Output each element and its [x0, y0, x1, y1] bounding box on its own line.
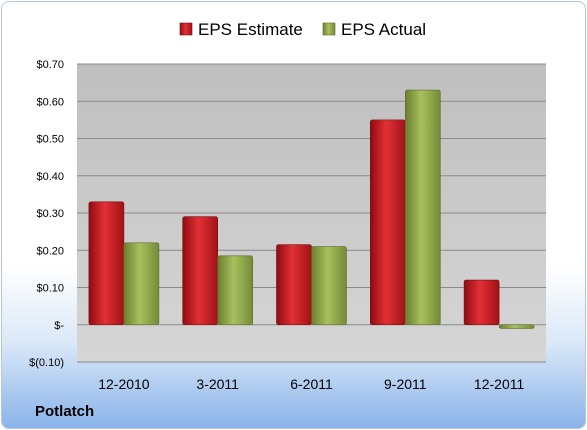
legend-label: EPS Actual	[341, 20, 426, 39]
estimate-bar	[88, 201, 125, 326]
y-tick-label: $(0.10)	[29, 357, 64, 369]
legend-label: EPS Estimate	[198, 20, 303, 39]
y-tick-label: $0.30	[36, 208, 64, 220]
actual-bar	[498, 324, 535, 329]
x-tick-label: 9-2011	[384, 376, 427, 392]
estimate-bar	[369, 119, 406, 326]
y-tick-label: $0.40	[36, 171, 64, 183]
x-tick-label: 3-2011	[196, 376, 239, 392]
y-tick-label: $-	[54, 320, 64, 332]
y-tick-label: $0.60	[36, 96, 64, 108]
actual-bar	[311, 246, 347, 326]
actual-bar	[404, 89, 441, 326]
y-tick-label: $0.20	[36, 245, 64, 257]
actual-bar	[217, 255, 253, 326]
x-tick-label: 6-2011	[290, 376, 333, 392]
y-tick-label: $0.70	[36, 59, 64, 71]
y-tick-label: $0.10	[36, 283, 64, 295]
y-tick-label: $0.50	[36, 134, 64, 146]
estimate-bar	[276, 244, 312, 326]
legend-swatch	[179, 22, 193, 36]
estimate-bar	[463, 279, 500, 326]
x-tick-label: 12-2011	[474, 376, 525, 392]
legend-swatch	[322, 22, 336, 36]
estimate-bar	[182, 216, 218, 326]
company-name: Potlatch	[35, 403, 95, 420]
actual-bar	[123, 242, 160, 326]
x-tick-label: 12-2010	[98, 376, 150, 392]
